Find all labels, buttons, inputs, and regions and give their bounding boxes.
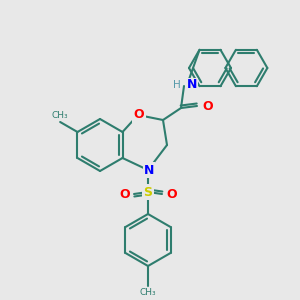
Text: CH₃: CH₃ [52,111,68,120]
Text: O: O [134,109,144,122]
Text: O: O [166,188,177,200]
Text: CH₃: CH₃ [140,288,156,297]
Text: S: S [143,185,152,199]
Text: N: N [144,164,154,176]
Text: N: N [187,79,197,92]
Text: O: O [119,188,130,200]
Text: H: H [173,80,181,90]
Text: O: O [202,100,213,112]
